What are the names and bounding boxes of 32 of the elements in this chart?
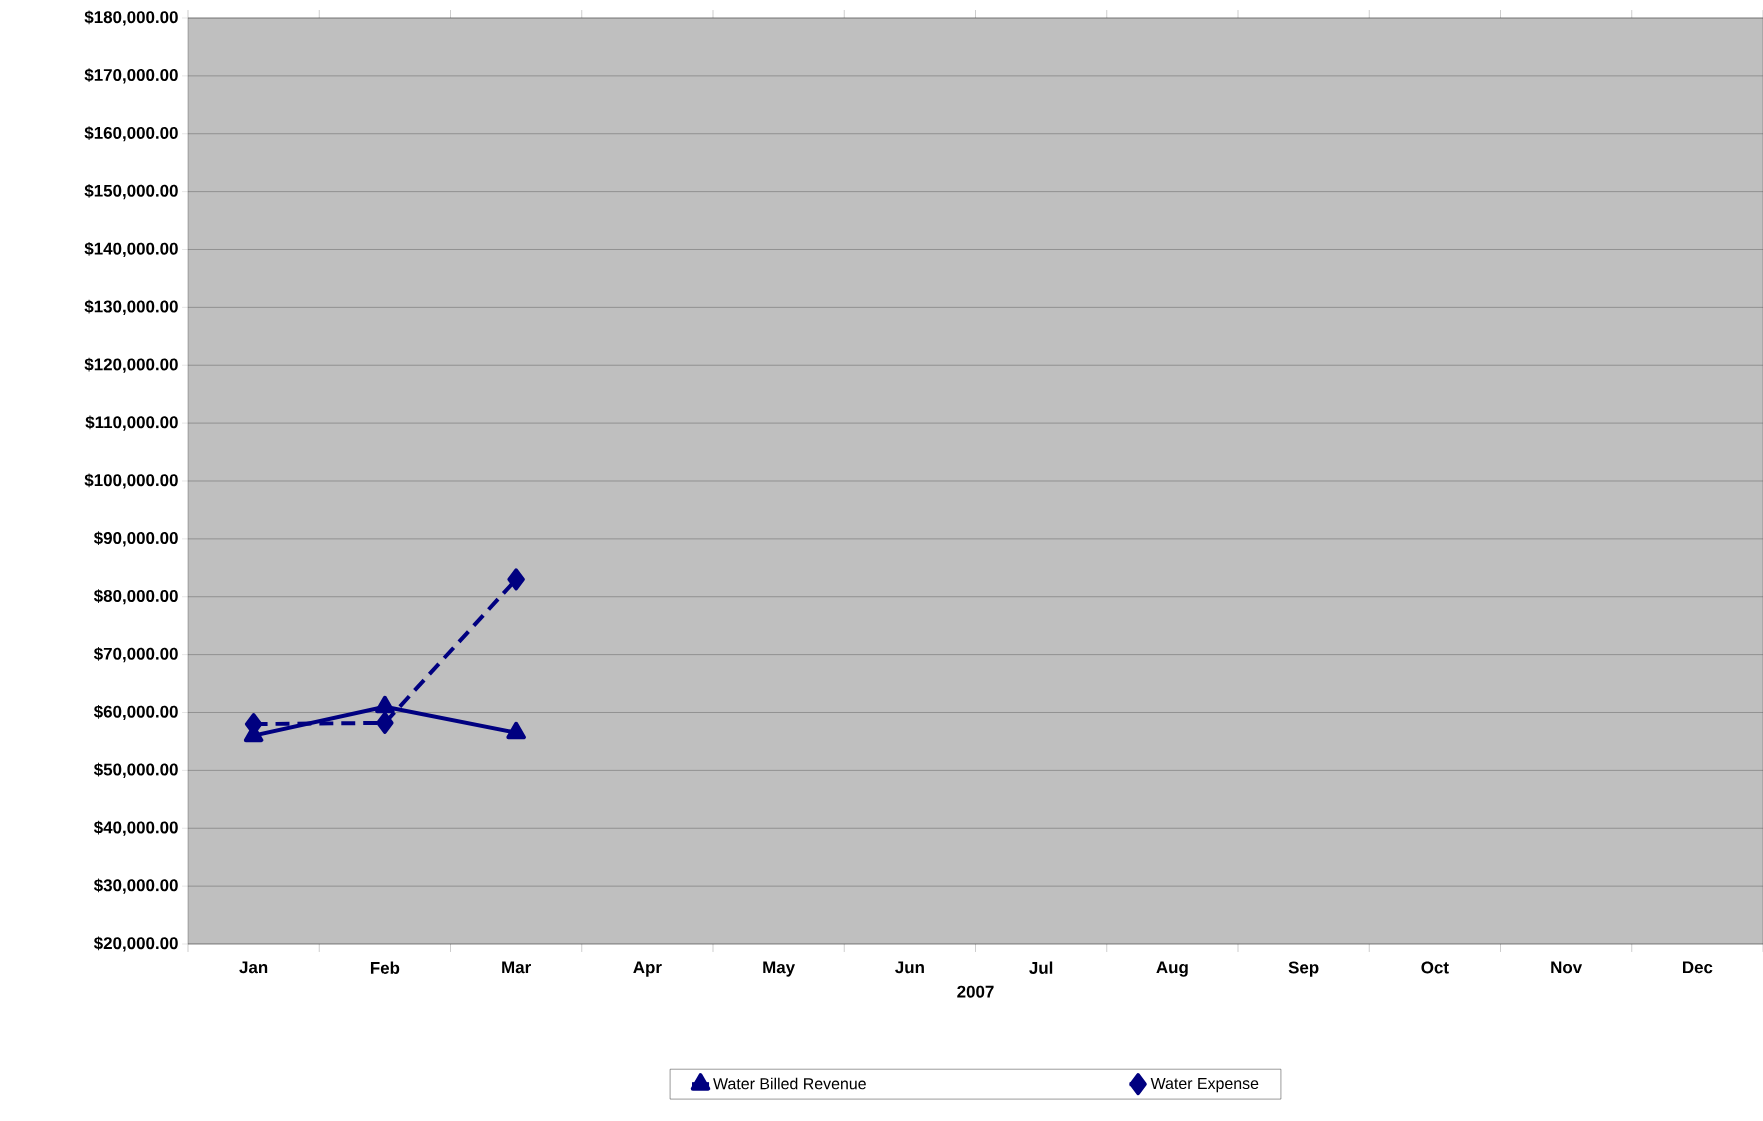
y-tick-label: $100,000.00 — [84, 473, 178, 489]
x-tick-label: Mar — [502, 961, 531, 974]
y-tick-label: $160,000.00 — [84, 126, 178, 142]
y-tick-label: $130,000.00 — [84, 299, 178, 315]
y-tick-label: $180,000.00 — [84, 10, 178, 26]
y-tick-label: $150,000.00 — [84, 184, 178, 200]
x-tick-label: Jan — [239, 961, 268, 974]
x-tick-label: Sep — [1288, 961, 1319, 977]
y-tick-label: $170,000.00 — [84, 68, 178, 84]
legend-label: Water Billed Revenue — [713, 1077, 866, 1090]
x-axis-title: 2007 — [957, 985, 994, 998]
y-tick-label: $140,000.00 — [84, 241, 178, 258]
x-tick-label: Jun — [895, 961, 924, 974]
x-tick-label: Oct — [1421, 961, 1449, 974]
x-tick-label: Jul — [1029, 961, 1053, 974]
x-tick-label: Feb — [370, 961, 400, 974]
y-tick-label: $80,000.00 — [93, 589, 178, 605]
y-tick-label: $70,000.00 — [93, 647, 178, 663]
y-tick-label: $40,000.00 — [93, 820, 178, 836]
x-tick-label: Apr — [633, 961, 662, 977]
legend-label: Water Expense — [1150, 1077, 1259, 1093]
y-tick-label: $50,000.00 — [93, 762, 178, 778]
y-tick-label: $60,000.00 — [93, 704, 178, 721]
y-tick-label: $110,000.00 — [85, 415, 178, 431]
y-tick-label: $120,000.00 — [84, 357, 178, 373]
x-tick-label: Dec — [1682, 961, 1713, 974]
y-tick-label: $30,000.00 — [93, 878, 178, 894]
y-tick-label: $20,000.00 — [93, 936, 178, 952]
x-tick-label: May — [763, 961, 796, 977]
x-tick-label: Nov — [1551, 961, 1583, 974]
x-tick-label: Aug — [1156, 961, 1188, 977]
y-tick-label: $90,000.00 — [93, 531, 178, 547]
